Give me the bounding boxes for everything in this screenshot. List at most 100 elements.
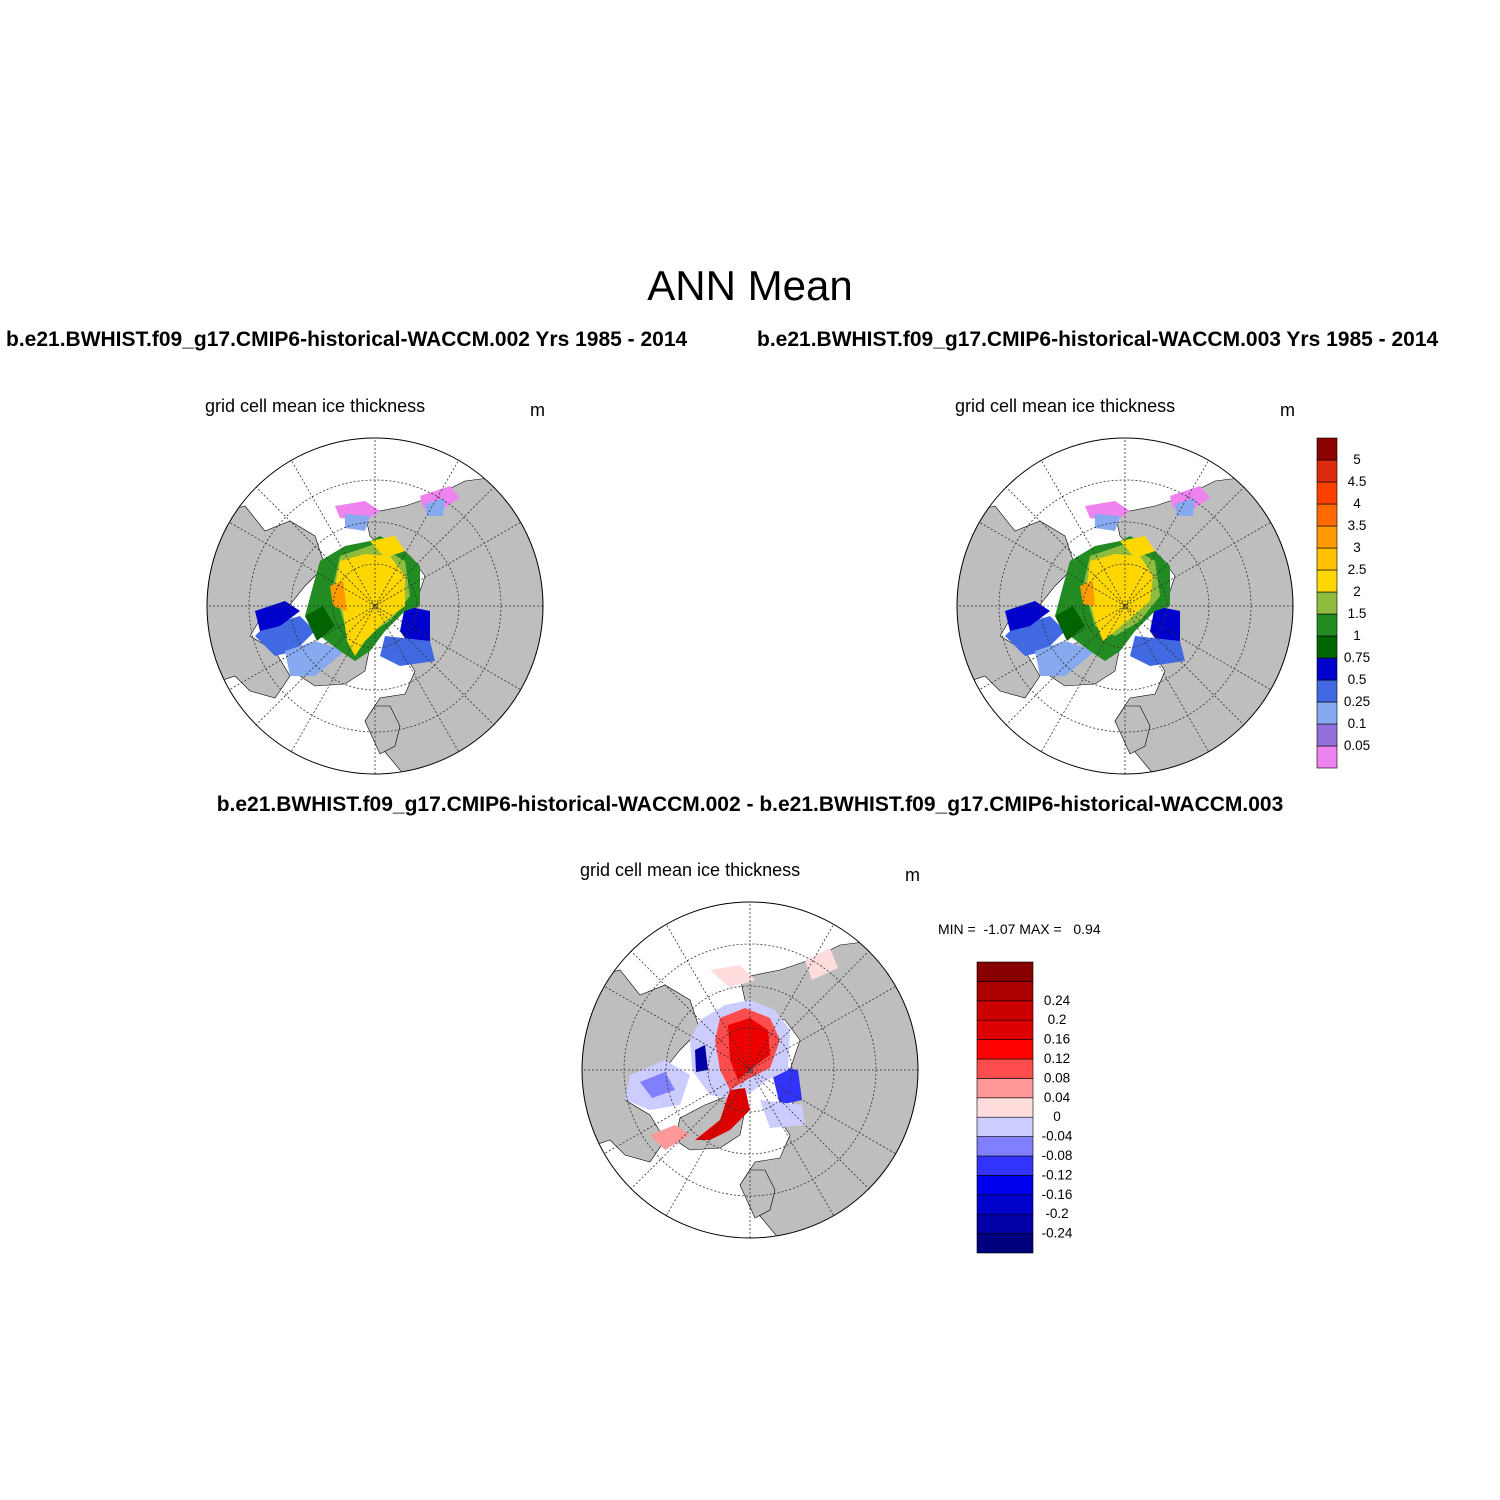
diff-variable-label: grid cell mean ice thickness bbox=[580, 860, 801, 880]
case-b-title: b.e21.BWHIST.f09_g17.CMIP6-historical-WA… bbox=[757, 328, 1439, 351]
thickness-legend-tick-label: 0.5 bbox=[1348, 672, 1367, 687]
thickness-legend-swatch bbox=[1316, 547, 1338, 571]
panel-b-unit-label: m bbox=[1280, 400, 1295, 420]
diff-light-pink bbox=[805, 948, 838, 980]
ice-light-blue bbox=[1095, 514, 1120, 531]
panel-b-variable-label: grid cell mean ice thickness bbox=[955, 396, 1176, 416]
diff-legend-tick-label: -0.04 bbox=[1042, 1129, 1073, 1144]
diff-legend-swatch bbox=[976, 1058, 1034, 1079]
thickness-legend-swatch bbox=[1316, 613, 1338, 637]
diff-unit-label: m bbox=[905, 865, 920, 885]
map-panel-diff bbox=[581, 901, 919, 1239]
diff-legend-swatch bbox=[976, 1213, 1034, 1234]
thickness-legend-tick-label: 3.5 bbox=[1348, 518, 1367, 533]
thickness-legend-swatch bbox=[1316, 569, 1338, 593]
thickness-legend-swatch bbox=[1316, 525, 1338, 549]
diff-legend-swatch bbox=[976, 981, 1034, 1002]
diff-minmax-label: MIN = -1.07 MAX = 0.94 bbox=[938, 921, 1101, 937]
ice-light-blue bbox=[1175, 498, 1195, 516]
diff-legend-tick-label: -0.12 bbox=[1042, 1167, 1073, 1182]
diff-mid-blue bbox=[640, 1072, 675, 1098]
thickness-legend-tick-label: 0.1 bbox=[1348, 716, 1367, 731]
thickness-legend-tick-label: 4.5 bbox=[1348, 474, 1367, 489]
diff-dark-blue bbox=[695, 1045, 708, 1072]
diff-legend-tick-label: 0.16 bbox=[1044, 1032, 1070, 1047]
ice-light-blue bbox=[345, 514, 370, 531]
legend-ice-thickness: 0.05 0.1 0.25 0.5 0.75 1 1.5 2 2.5 3 3.5 4 4.5 5 bbox=[1316, 437, 1370, 769]
diff-legend-swatch bbox=[976, 1019, 1034, 1040]
diff-red bbox=[728, 1018, 770, 1080]
map-panel-a bbox=[206, 437, 544, 775]
ice-light-blue bbox=[285, 641, 345, 676]
thickness-legend-swatch bbox=[1316, 723, 1338, 747]
case-a-title: b.e21.BWHIST.f09_g17.CMIP6-historical-WA… bbox=[6, 328, 688, 351]
diff-legend-tick-label: 0.2 bbox=[1048, 1012, 1067, 1027]
diff-legend-tick-label: -0.24 bbox=[1042, 1226, 1073, 1241]
thickness-legend-tick-label: 1 bbox=[1353, 628, 1361, 643]
thickness-legend-swatch bbox=[1316, 679, 1338, 703]
diff-legend-tick-label: -0.08 bbox=[1042, 1148, 1073, 1163]
ice-dark-green bbox=[1055, 606, 1085, 641]
thickness-legend-swatch bbox=[1316, 657, 1338, 681]
map-border bbox=[206, 437, 544, 775]
diff-legend-swatch bbox=[976, 1175, 1034, 1196]
diff-legend-tick-label: 0.08 bbox=[1044, 1070, 1070, 1085]
ice-dark-blue bbox=[1005, 601, 1050, 631]
land-eurasia bbox=[739, 939, 918, 1238]
thickness-legend-tick-label: 2 bbox=[1353, 584, 1361, 599]
thickness-legend-swatch bbox=[1316, 481, 1338, 505]
thickness-legend-swatch bbox=[1316, 591, 1338, 615]
thickness-legend-tick-label: 4 bbox=[1353, 496, 1361, 511]
ice-blue bbox=[1130, 636, 1185, 666]
diff-legend-swatch bbox=[976, 1194, 1034, 1215]
thickness-legend-tick-label: 0.05 bbox=[1344, 738, 1370, 753]
ice-orange bbox=[330, 581, 347, 611]
thickness-legend-tick-label: 1.5 bbox=[1348, 606, 1367, 621]
thickness-legend-swatch bbox=[1316, 459, 1338, 483]
thickness-legend-swatch bbox=[1316, 635, 1338, 659]
map-border bbox=[956, 437, 1294, 775]
ice-light-blue bbox=[425, 498, 445, 516]
diff-legend-swatch bbox=[976, 961, 1034, 982]
ice-blue bbox=[380, 636, 435, 666]
thickness-legend-tick-label: 2.5 bbox=[1348, 562, 1367, 577]
diff-legend-tick-label: 0 bbox=[1053, 1109, 1061, 1124]
diff-legend-tick-label: -0.16 bbox=[1042, 1187, 1073, 1202]
diff-legend-tick-label: 0.04 bbox=[1044, 1090, 1071, 1105]
thickness-legend-swatch bbox=[1316, 745, 1338, 769]
diff-legend-tick-label: 0.12 bbox=[1044, 1051, 1070, 1066]
diff-pink bbox=[650, 1125, 690, 1150]
diff-legend-swatch bbox=[976, 1155, 1034, 1176]
diff-legend-tick-label: 0.24 bbox=[1044, 993, 1071, 1008]
diff-legend-swatch bbox=[976, 1039, 1034, 1060]
panel-a-variable-label: grid cell mean ice thickness bbox=[205, 396, 426, 416]
ice-light-blue bbox=[1035, 641, 1095, 676]
thickness-legend-tick-label: 5 bbox=[1353, 452, 1361, 467]
ice-yellow bbox=[370, 536, 405, 558]
ice-orange bbox=[1080, 581, 1095, 606]
ice-yellow bbox=[335, 554, 405, 656]
diff-legend-swatch bbox=[976, 1116, 1034, 1137]
panel-a-unit-label: m bbox=[530, 400, 545, 420]
ice-dark-green bbox=[305, 606, 335, 641]
map-border bbox=[581, 901, 919, 1239]
diff-title: b.e21.BWHIST.f09_g17.CMIP6-historical-WA… bbox=[216, 793, 1284, 816]
diff-legend-swatch bbox=[976, 1097, 1034, 1118]
thickness-legend-tick-label: 0.25 bbox=[1344, 694, 1370, 709]
ice-yellow bbox=[1120, 536, 1155, 558]
ice-dark-blue bbox=[1150, 606, 1180, 646]
thickness-legend-swatch bbox=[1316, 701, 1338, 725]
ice-dark-blue bbox=[400, 606, 430, 646]
diff-legend-swatch bbox=[976, 1078, 1034, 1099]
diff-red-tongue bbox=[695, 1088, 750, 1140]
diff-legend-tick-label: -0.2 bbox=[1045, 1206, 1068, 1221]
diff-legend-swatch bbox=[976, 1000, 1034, 1021]
thickness-legend-swatch bbox=[1316, 437, 1338, 461]
map-panel-b bbox=[956, 437, 1294, 775]
legend-difference: -0.24 -0.2 -0.16 -0.12 -0.08 -0.04 0 0.04 0.08 0.… bbox=[976, 961, 1073, 1254]
thickness-legend-swatch bbox=[1316, 503, 1338, 527]
thickness-legend-tick-label: 3 bbox=[1353, 540, 1361, 555]
diff-light-pink bbox=[710, 965, 755, 988]
ice-dark-blue bbox=[255, 601, 300, 631]
figure-title: ANN Mean bbox=[647, 262, 853, 309]
